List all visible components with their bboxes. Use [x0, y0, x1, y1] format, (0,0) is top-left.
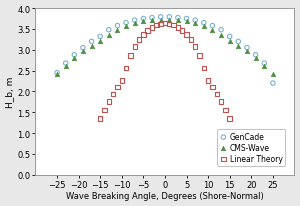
Linear Theory: [115, 86, 120, 89]
CMS-Wave: [271, 73, 275, 76]
CMS-Wave: [210, 29, 215, 33]
Linear Theory: [128, 55, 133, 58]
Linear Theory: [180, 30, 184, 33]
GenCade: [55, 72, 59, 75]
CMS-Wave: [89, 45, 94, 48]
CMS-Wave: [201, 26, 206, 29]
Linear Theory: [167, 23, 172, 26]
GenCade: [167, 16, 172, 19]
Linear Theory: [227, 117, 232, 121]
CMS-Wave: [184, 21, 189, 24]
CMS-Wave: [141, 21, 146, 24]
GenCade: [106, 29, 111, 32]
CMS-Wave: [176, 19, 180, 23]
GenCade: [80, 47, 85, 50]
CMS-Wave: [244, 50, 249, 54]
Linear Theory: [106, 100, 111, 104]
CMS-Wave: [150, 19, 154, 23]
GenCade: [63, 62, 68, 66]
Linear Theory: [150, 27, 154, 30]
GenCade: [227, 36, 232, 39]
Linear Theory: [132, 46, 137, 49]
GenCade: [72, 54, 77, 57]
Linear Theory: [206, 80, 211, 83]
Linear Theory: [158, 23, 163, 26]
Linear Theory: [154, 24, 159, 28]
CMS-Wave: [227, 40, 232, 43]
GenCade: [132, 19, 137, 23]
GenCade: [271, 82, 275, 85]
Linear Theory: [214, 93, 219, 96]
Y-axis label: H_b, m: H_b, m: [6, 76, 15, 108]
Linear Theory: [119, 80, 124, 83]
GenCade: [184, 18, 189, 21]
CMS-Wave: [262, 66, 267, 69]
CMS-Wave: [106, 34, 111, 37]
Linear Theory: [210, 86, 215, 89]
CMS-Wave: [253, 57, 258, 60]
Linear Theory: [111, 93, 116, 96]
Linear Theory: [98, 117, 103, 121]
GenCade: [150, 17, 154, 20]
CMS-Wave: [63, 66, 68, 69]
GenCade: [244, 47, 249, 50]
GenCade: [210, 25, 215, 28]
Linear Theory: [102, 109, 107, 112]
GenCade: [253, 54, 258, 57]
Linear Theory: [141, 34, 146, 37]
CMS-Wave: [80, 50, 85, 54]
GenCade: [176, 17, 180, 20]
GenCade: [236, 41, 241, 44]
Linear Theory: [219, 100, 224, 104]
CMS-Wave: [132, 23, 137, 26]
Legend: GenCade, CMS-Wave, Linear Theory: GenCade, CMS-Wave, Linear Theory: [217, 129, 285, 166]
GenCade: [201, 22, 206, 25]
GenCade: [262, 62, 267, 66]
CMS-Wave: [158, 19, 163, 22]
CMS-Wave: [193, 23, 198, 26]
Linear Theory: [171, 24, 176, 28]
Linear Theory: [223, 109, 228, 112]
Linear Theory: [124, 67, 128, 70]
Linear Theory: [188, 39, 193, 42]
Linear Theory: [145, 30, 150, 33]
GenCade: [124, 22, 128, 25]
CMS-Wave: [72, 57, 77, 60]
GenCade: [98, 36, 103, 39]
Linear Theory: [163, 22, 167, 26]
CMS-Wave: [219, 34, 224, 37]
Linear Theory: [184, 34, 189, 37]
CMS-Wave: [124, 26, 128, 29]
GenCade: [141, 18, 146, 21]
GenCade: [89, 41, 94, 44]
CMS-Wave: [236, 45, 241, 48]
Linear Theory: [193, 46, 198, 49]
CMS-Wave: [98, 40, 103, 43]
GenCade: [115, 25, 120, 28]
X-axis label: Wave Breaking Angle, Degrees (Shore-Normal): Wave Breaking Angle, Degrees (Shore-Norm…: [66, 192, 264, 200]
Linear Theory: [136, 39, 141, 42]
CMS-Wave: [167, 19, 172, 22]
GenCade: [193, 19, 198, 23]
CMS-Wave: [55, 73, 59, 76]
GenCade: [219, 29, 224, 32]
GenCade: [158, 16, 163, 19]
CMS-Wave: [115, 29, 120, 33]
Linear Theory: [201, 67, 206, 70]
Linear Theory: [197, 55, 202, 58]
Linear Theory: [176, 27, 180, 30]
